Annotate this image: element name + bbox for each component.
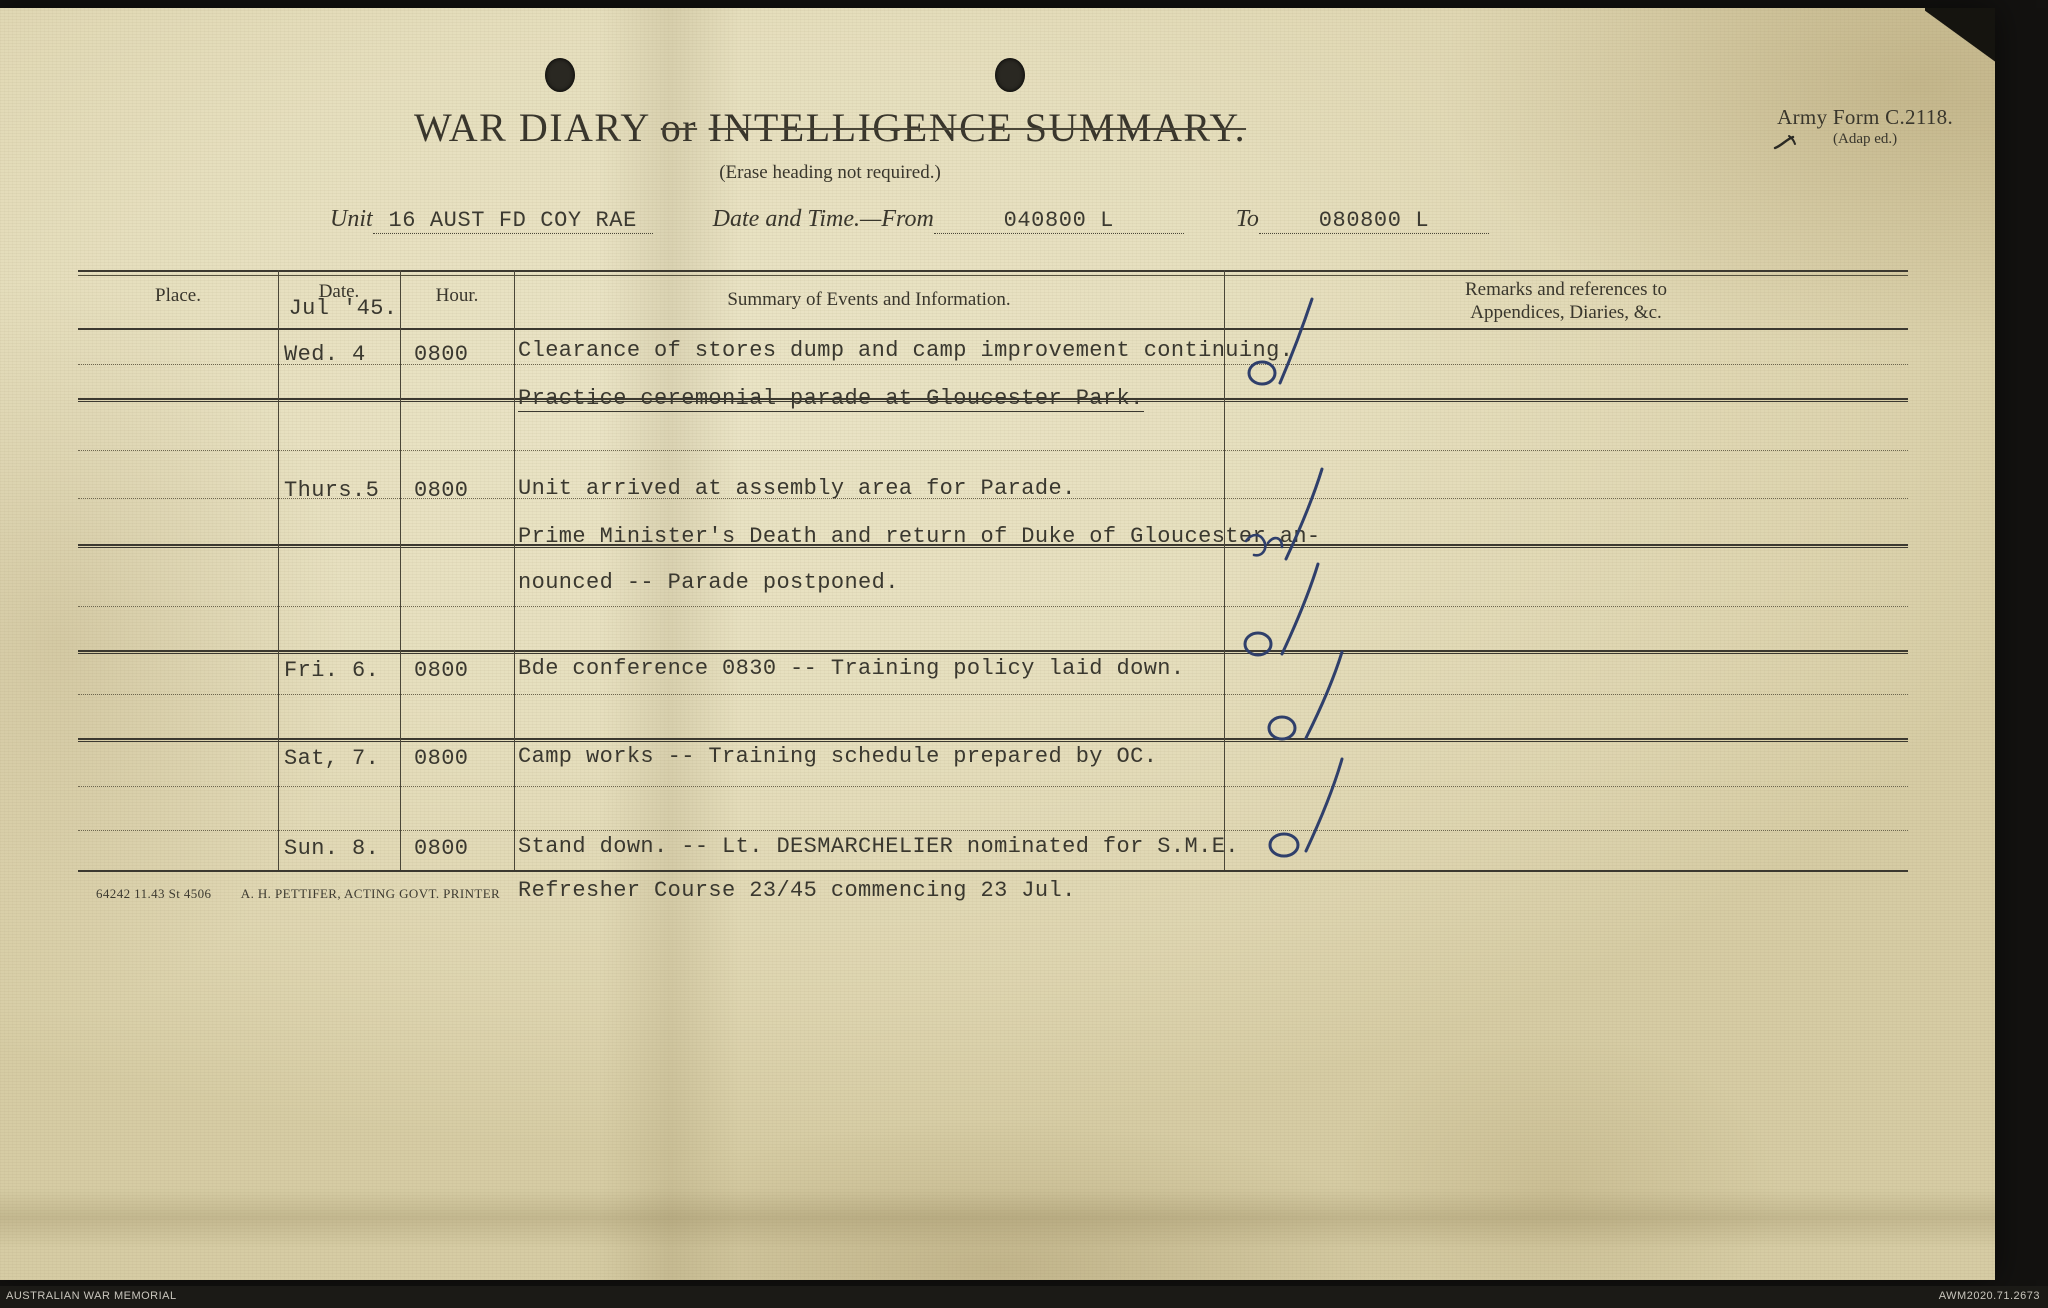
table-row: 0800 (414, 342, 469, 367)
row-rule-1b (78, 401, 1908, 402)
printer-imprint: 64242 11.43 St 4506 A. H. PETTIFER, ACTI… (96, 886, 500, 902)
column-header-hour: Hour. (435, 285, 479, 306)
datetime-label: Date and Time.—From (712, 206, 934, 232)
table-top-rule-double (78, 275, 1908, 276)
watermark-bar: AUSTRALIAN WAR MEMORIAL AWM2020.71.2673 (0, 1286, 2048, 1308)
row-rule-2b (78, 547, 1908, 548)
row-rule-3b (78, 653, 1908, 654)
column-header-date: Date. (318, 281, 360, 302)
row-rule-3 (78, 650, 1908, 652)
watermark-accession: AWM2020.71.2673 (1938, 1290, 2040, 1302)
header-bottom-rule (78, 328, 1908, 330)
table-row: 0800 (414, 836, 469, 861)
table-row: Prime Minister's Death and return of Duk… (518, 524, 1321, 549)
table-top-rule (78, 270, 1908, 272)
row-rule-2 (78, 544, 1908, 546)
table-row: Bde conference 0830 -- Training policy l… (518, 656, 1185, 681)
row-rule-1 (78, 398, 1908, 400)
punch-hole-left (545, 58, 575, 92)
to-label: To (1235, 206, 1259, 232)
to-value: 080800 L (1318, 208, 1430, 233)
guide-line (78, 694, 1908, 695)
erase-heading-note: (Erase heading not required.) (719, 162, 941, 183)
column-header-remarks-line2: Appendices, Diaries, &c. (1470, 302, 1662, 324)
title-or: or (660, 105, 698, 150)
table-row: Practice ceremonial parade at Gloucester… (518, 386, 1144, 412)
document-page: WAR DIARY or INTELLIGENCE SUMMARY. (Eras… (0, 8, 1995, 1280)
horizontal-crease (0, 1188, 1995, 1248)
title-war-diary: WAR DIARY (413, 105, 650, 150)
table-row: 0800 (414, 478, 469, 503)
column-divider-hour (514, 270, 515, 870)
guide-line (78, 498, 1908, 499)
guide-line (78, 786, 1908, 787)
unit-label: Unit (330, 206, 373, 232)
diary-table: Place. Date. Jul '45. Hour. Summary of E… (78, 270, 1908, 903)
unit-value-field[interactable]: 16 AUST FD COY RAE (372, 206, 653, 234)
from-value-field[interactable]: 040800 L (933, 206, 1184, 234)
table-row: nounced -- Parade postponed. (518, 570, 899, 595)
imprint-code: 64242 11.43 St 4506 (96, 886, 212, 901)
column-header-summary: Summary of Events and Information. (727, 289, 1011, 310)
table-row: Refresher Course 23/45 commencing 23 Jul… (518, 878, 1076, 903)
column-divider-place (278, 270, 279, 870)
page-title: WAR DIARY or INTELLIGENCE SUMMARY. (0, 104, 1660, 151)
column-divider-date (400, 270, 401, 870)
row-rule-4b (78, 741, 1908, 742)
punch-hole-right (995, 58, 1025, 92)
guide-line (78, 364, 1908, 365)
unit-value: 16 AUST FD COY RAE (388, 208, 637, 233)
watermark-institution: AUSTRALIAN WAR MEMORIAL (6, 1290, 177, 1302)
to-value-field[interactable]: 080800 L (1258, 206, 1489, 234)
table-row: Fri. 6. (284, 658, 380, 683)
table-row: Sat, 7. (284, 746, 380, 771)
unit-and-datetime-line: Unit 16 AUST FD COY RAE Date and Time.—Fr… (330, 206, 1610, 240)
from-value: 040800 L (1003, 208, 1114, 233)
table-row: Unit arrived at assembly area for Parade… (518, 476, 1076, 501)
column-header-date-typed: Jul '45. (288, 296, 398, 321)
table-row: 0800 (414, 658, 469, 683)
title-intelligence-summary: INTELLIGENCE SUMMARY. (708, 105, 1247, 150)
army-form-adaptation: (Adap ed.) (1833, 131, 1898, 148)
guide-line (78, 830, 1908, 831)
column-header-place: Place. (155, 285, 201, 306)
table-row: Stand down. -- Lt. DESMARCHELIER nominat… (518, 834, 1239, 859)
guide-line (78, 606, 1908, 607)
torn-corner (1925, 8, 1995, 68)
column-divider-summary (1224, 270, 1225, 870)
table-row: Wed. 4 (284, 342, 366, 367)
table-row: 0800 (414, 746, 469, 771)
guide-line (78, 450, 1908, 451)
imprint-printer: A. H. PETTIFER, ACTING GOVT. PRINTER (240, 886, 501, 901)
table-row: Camp works -- Training schedule prepared… (518, 744, 1158, 769)
table-row: Sun. 8. (284, 836, 380, 861)
table-row: Clearance of stores dump and camp improv… (518, 338, 1294, 363)
table-row: Thurs.5 (284, 478, 380, 503)
army-form-number: Army Form C.2118. (1777, 105, 1953, 129)
table-bottom-rule (78, 870, 1908, 872)
column-header-remarks: Remarks and references to Appendices, Di… (1224, 278, 1908, 324)
army-form-block: Army Form C.2118. (Adap ed.) (1777, 104, 1953, 149)
column-header-remarks-line1: Remarks and references to (1464, 279, 1668, 300)
row-rule-4 (78, 738, 1908, 740)
